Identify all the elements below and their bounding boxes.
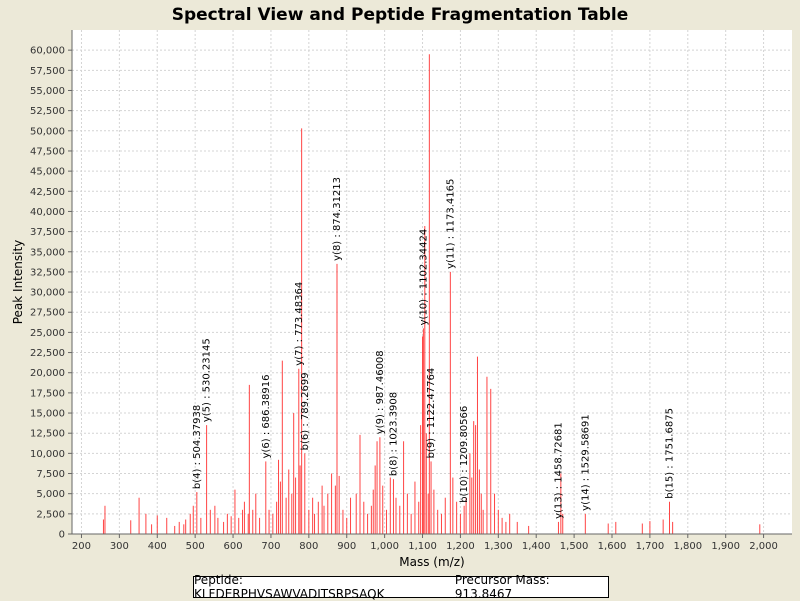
y-tick-label: 60,000 [30,46,65,57]
x-tick-label: 900 [337,541,356,552]
x-tick-label: 1,500 [560,541,589,552]
axis-layer: 200 300 400 500 600 700 800 900 1,000 1,100 1,200 1… [30,30,792,552]
y-tick-label: 47,500 [30,146,65,157]
y-tick-label: 32,500 [30,267,65,278]
x-tick-label: 1,800 [673,541,702,552]
peak-layer [102,54,761,534]
y-tick-label: 50,000 [30,126,65,137]
x-tick-label: 500 [186,541,205,552]
x-axis-label: Mass (m/z) [399,555,464,569]
x-tick-label: 200 [72,541,91,552]
fragment-annotation: y(10) : 1102.34424 [418,229,429,326]
x-tick-label: 600 [224,541,243,552]
y-tick-label: 12,500 [30,429,65,440]
y-axis-label: Peak Intensity [11,240,25,325]
x-tick-label: 800 [299,541,318,552]
y-tick-label: 22,500 [30,348,65,359]
x-tick-label: 300 [110,541,129,552]
y-tick-label: 5,000 [36,489,65,500]
x-tick-label: 400 [148,541,167,552]
fragment-annotation: y(5) : 530.23145 [202,338,213,422]
y-tick-label: 7,500 [36,469,65,480]
fragment-annotation: b(6) : 789.2699 [300,372,311,450]
y-tick-label: 2,500 [36,509,65,520]
x-tick-label: 700 [261,541,280,552]
y-tick-label: 42,500 [30,187,65,198]
fragment-annotation: y(6) : 686.38916 [261,375,272,459]
y-tick-label: 0 [59,530,65,541]
y-tick-label: 57,500 [30,66,65,77]
x-tick-label: 1,000 [370,541,399,552]
x-tick-label: 1,600 [598,541,627,552]
fragment-annotation: b(15) : 1751.6875 [664,408,675,499]
x-tick-label: 1,100 [408,541,437,552]
fragment-annotation: y(14) : 1529.58691 [580,414,591,511]
fragment-annotation: b(8) : 1023.3908 [388,392,399,476]
y-tick-label: 52,500 [30,106,65,117]
fragment-annotation: b(4) : 504.37938 [192,405,203,489]
y-tick-label: 17,500 [30,388,65,399]
fragment-annotation: b(10) : 1209.80566 [459,406,470,503]
y-tick-label: 35,000 [30,247,65,258]
y-tick-label: 10,000 [30,449,65,460]
y-tick-label: 15,000 [30,409,65,420]
y-tick-label: 27,500 [30,308,65,319]
fragment-annotation: b(9) : 1122.47764 [426,368,437,459]
peptide-info-box: Peptide: KLFDERPHVSAWVADITSRPSAQK Precur… [193,573,609,601]
x-tick-label: 1,700 [636,541,665,552]
fragment-annotation: y(9) : 987.46008 [375,350,386,434]
fragment-annotation: y(11) : 1173.4165 [445,179,456,269]
y-tick-label: 45,000 [30,167,65,178]
y-tick-label: 55,000 [30,86,65,97]
fragment-annotation: y(13) : 1458.72681 [553,422,564,519]
y-tick-label: 37,500 [30,227,65,238]
fragment-annotation: y(7) : 773.48364 [294,282,305,366]
x-tick-label: 1,400 [522,541,551,552]
fragment-annotation: y(8) : 874.31213 [332,177,343,261]
grid-layer [72,30,792,534]
y-tick-label: 25,000 [30,328,65,339]
precursor-mass: Precursor Mass: 913.8467 [454,573,550,601]
x-tick-label: 1,900 [711,541,740,552]
plot-area [72,30,792,534]
x-tick-label: 1,300 [484,541,513,552]
x-tick-label: 1,200 [446,541,475,552]
y-tick-label: 30,000 [30,288,65,299]
chart-title: Spectral View and Peptide Fragmentation … [172,5,629,25]
peptide-sequence: Peptide: KLFDERPHVSAWVADITSRPSAQK [194,573,385,601]
y-tick-label: 20,000 [30,368,65,379]
y-tick-label: 40,000 [30,207,65,218]
x-tick-label: 2,000 [749,541,778,552]
